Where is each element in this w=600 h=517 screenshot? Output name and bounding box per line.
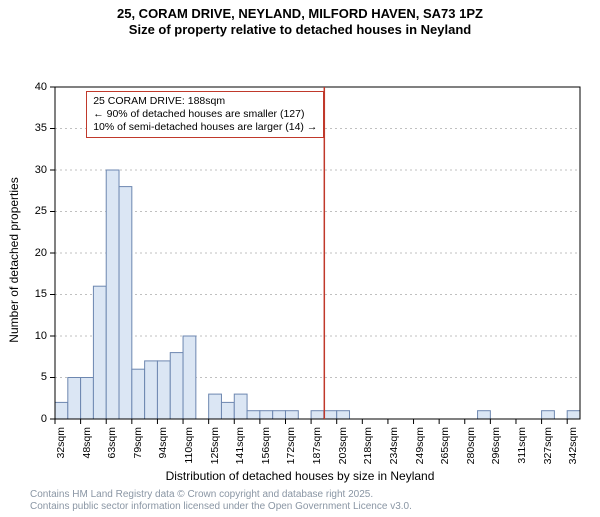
y-tick-label: 40 xyxy=(35,81,47,93)
y-tick-label: 10 xyxy=(35,330,47,342)
x-tick-label: 296sqm xyxy=(490,427,502,517)
x-tick-label: 249sqm xyxy=(414,427,426,517)
x-tick-label: 32sqm xyxy=(55,427,67,517)
y-tick-label: 15 xyxy=(35,288,47,300)
callout-line3: 10% of semi-detached houses are larger (… xyxy=(93,121,317,134)
x-tick-label: 342sqm xyxy=(567,427,579,517)
callout-line1: 25 CORAM DRIVE: 188sqm xyxy=(93,95,317,108)
title-line1: 25, CORAM DRIVE, NEYLAND, MILFORD HAVEN,… xyxy=(0,6,600,22)
y-tick-label: 20 xyxy=(35,247,47,259)
x-tick-label: 156sqm xyxy=(260,427,272,517)
x-tick-label: 327sqm xyxy=(542,427,554,517)
x-tick-label: 110sqm xyxy=(183,427,195,517)
x-tick-label: 265sqm xyxy=(439,427,451,517)
y-tick-label: 30 xyxy=(35,164,47,176)
y-tick-label: 25 xyxy=(35,205,47,217)
y-tick-label: 5 xyxy=(41,371,47,383)
x-tick-label: 63sqm xyxy=(106,427,118,517)
marker-callout: 25 CORAM DRIVE: 188sqm ← 90% of detached… xyxy=(86,91,324,138)
y-tick-label: 0 xyxy=(41,413,47,425)
callout-line2: ← 90% of detached houses are smaller (12… xyxy=(93,108,317,121)
title-line2: Size of property relative to detached ho… xyxy=(0,22,600,38)
x-tick-label: 48sqm xyxy=(81,427,93,517)
x-tick-label: 280sqm xyxy=(465,427,477,517)
x-tick-label: 218sqm xyxy=(362,427,374,517)
chart-title: 25, CORAM DRIVE, NEYLAND, MILFORD HAVEN,… xyxy=(0,0,600,39)
x-tick-label: 234sqm xyxy=(388,427,400,517)
x-tick-label: 94sqm xyxy=(157,427,169,517)
chart-area: Number of detached properties 25 CORAM D… xyxy=(0,39,600,467)
x-tick-label: 125sqm xyxy=(209,427,221,517)
x-tick-label: 141sqm xyxy=(234,427,246,517)
y-tick-label: 35 xyxy=(35,122,47,134)
x-tick-label: 203sqm xyxy=(337,427,349,517)
x-tick-label: 187sqm xyxy=(311,427,323,517)
x-tick-label: 79sqm xyxy=(132,427,144,517)
x-tick-label: 311sqm xyxy=(516,427,528,517)
x-tick-label: 172sqm xyxy=(285,427,297,517)
